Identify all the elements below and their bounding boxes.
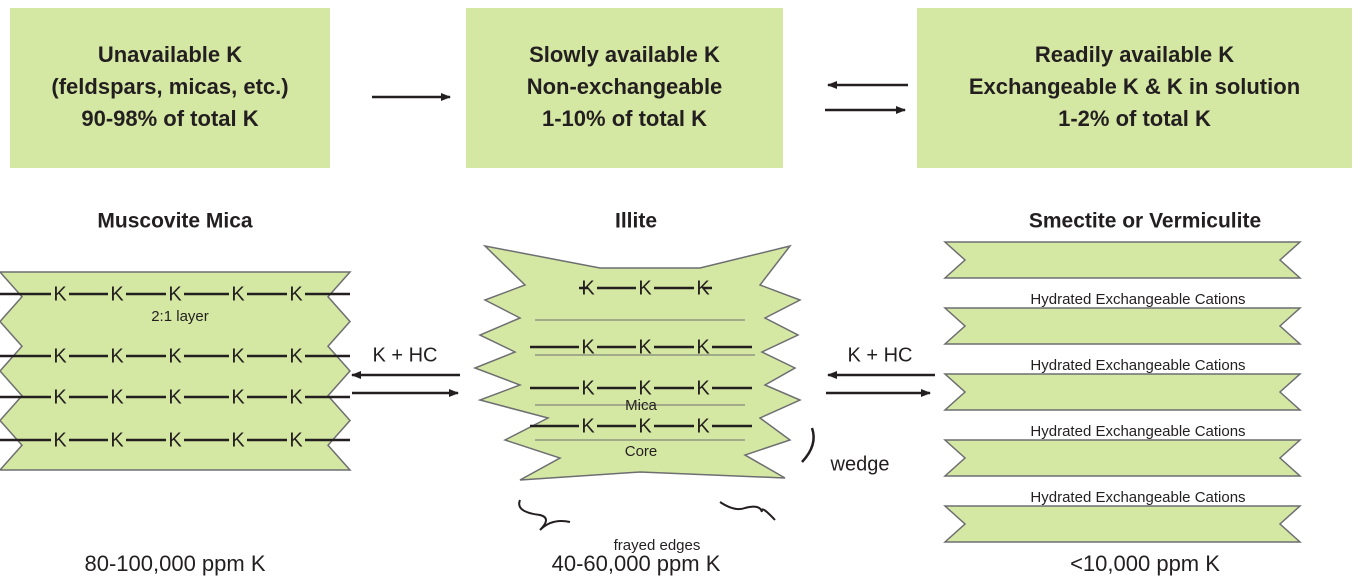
- smectite-slab: [945, 242, 1300, 278]
- exchange-label: K + HC: [847, 344, 912, 366]
- frayed-label: frayed edges: [614, 537, 701, 554]
- mineral-name: Illite: [615, 210, 657, 233]
- box-line: Exchangeable K & K in solution: [969, 74, 1300, 99]
- cation-k: K: [168, 283, 182, 305]
- ppm-label: <10,000 ppm K: [1070, 551, 1220, 576]
- cation-k: K: [53, 429, 67, 451]
- cation-k: K: [581, 377, 595, 399]
- core-label: Core: [625, 443, 658, 460]
- cation-k: K: [289, 345, 303, 367]
- cation-k: K: [168, 386, 182, 408]
- smectite-slab: [945, 506, 1300, 542]
- cation-k: K: [638, 336, 652, 358]
- cation-k: K: [289, 386, 303, 408]
- box-line: Non-exchangeable: [527, 74, 723, 99]
- smectite-slab: [945, 440, 1300, 476]
- cation-k: K: [110, 429, 124, 451]
- cation-k: K: [231, 283, 245, 305]
- cation-k: K: [581, 336, 595, 358]
- cation-k: K: [289, 429, 303, 451]
- cation-k: K: [231, 429, 245, 451]
- cation-k: K: [696, 336, 710, 358]
- cation-k: K: [110, 345, 124, 367]
- interlayer-label: Hydrated Exchangeable Cations: [1030, 489, 1245, 506]
- layer-label: 2:1 layer: [151, 308, 209, 325]
- cation-k: K: [638, 377, 652, 399]
- cation-k: K: [231, 345, 245, 367]
- cation-k: K: [289, 283, 303, 305]
- box-line: 1-2% of total K: [1058, 106, 1211, 131]
- exchange-label: K + HC: [372, 344, 437, 366]
- mineral-name: Smectite or Vermiculite: [1029, 210, 1261, 233]
- diagram: Unavailable K (feldspars, micas, etc.) 90-…: [0, 0, 1361, 587]
- cation-k: K: [53, 283, 67, 305]
- interlayer-label: Hydrated Exchangeable Cations: [1030, 291, 1245, 308]
- smectite-slab: [945, 374, 1300, 410]
- cation-k: K: [110, 386, 124, 408]
- cation-k: K: [231, 386, 245, 408]
- box-line: Unavailable K: [98, 42, 242, 67]
- cation-k: K: [696, 377, 710, 399]
- cation-k: K: [110, 283, 124, 305]
- wedge-pointer: [802, 428, 814, 462]
- frayed-brace: [519, 500, 570, 530]
- smectite-slab: [945, 308, 1300, 344]
- frayed-brace: [720, 502, 775, 520]
- core-label: Mica: [625, 397, 657, 414]
- box-line: Readily available K: [1035, 42, 1234, 67]
- ppm-label: 80-100,000 ppm K: [84, 551, 265, 576]
- cation-k: K: [168, 429, 182, 451]
- box-line: Slowly available K: [529, 42, 720, 67]
- page: Unavailable K (feldspars, micas, etc.) 90-…: [0, 0, 1361, 587]
- ppm-label: 40-60,000 ppm K: [552, 551, 721, 576]
- box-line: 90-98% of total K: [81, 106, 258, 131]
- cation-k: K: [581, 415, 595, 437]
- cation-k: K: [696, 277, 710, 299]
- interlayer-label: Hydrated Exchangeable Cations: [1030, 423, 1245, 440]
- cation-k: K: [53, 386, 67, 408]
- cation-k: K: [638, 277, 652, 299]
- box-line: 1-10% of total K: [542, 106, 707, 131]
- cation-k: K: [53, 345, 67, 367]
- cation-k: K: [638, 415, 652, 437]
- box-line: (feldspars, micas, etc.): [51, 74, 288, 99]
- interlayer-label: Hydrated Exchangeable Cations: [1030, 357, 1245, 374]
- cation-k: K: [168, 345, 182, 367]
- cation-k: K: [581, 277, 595, 299]
- mineral-name: Muscovite Mica: [97, 210, 253, 233]
- wedge-label: wedge: [830, 453, 890, 475]
- cation-k: K: [696, 415, 710, 437]
